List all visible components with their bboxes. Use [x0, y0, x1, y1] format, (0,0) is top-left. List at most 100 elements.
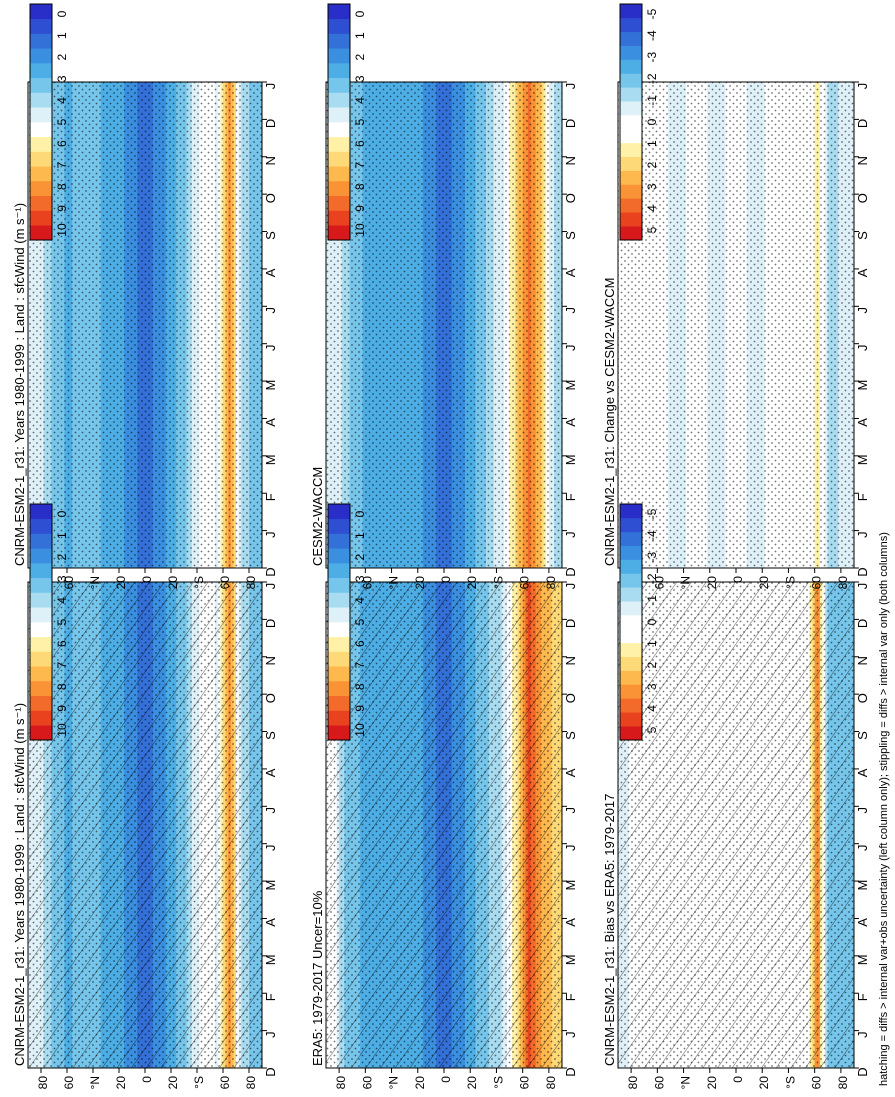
month-tick-label: N	[563, 156, 578, 165]
colorbar-swatch	[30, 181, 52, 197]
colorbar-tick-label: 2	[55, 54, 69, 61]
colorbar-swatch	[328, 681, 350, 697]
month-tick-label: S	[563, 731, 578, 740]
month-tick-label: D	[263, 567, 278, 576]
colorbar-tick-label: 4	[55, 97, 69, 104]
month-tick-label: M	[263, 880, 278, 891]
colorbar-swatch	[620, 545, 642, 560]
panel-title: ERA5: 1979-2017 Uncer=10%	[310, 890, 325, 1066]
month-tick-label: J	[263, 344, 278, 351]
colorbar-tick-label: 7	[353, 662, 367, 669]
month-tick-label: A	[263, 418, 278, 427]
colorbar-swatch	[30, 210, 52, 226]
colorbar-tick-label: 3	[55, 575, 69, 582]
colorbar-swatch	[30, 681, 52, 697]
colorbar-swatch	[328, 136, 350, 152]
latitude-tick-label: 80	[836, 576, 850, 590]
colorbar-swatch	[328, 607, 350, 623]
month-tick-label: M	[855, 954, 870, 965]
latitude-tick-label: °S	[192, 1076, 206, 1089]
latitude-tick-label: °S	[192, 576, 206, 589]
colorbar-tick-label: -4	[645, 30, 659, 41]
colorbar-swatch	[328, 122, 350, 138]
panel-top-right: DJFMAMJJASONDJ8060°N20020°S6080CNRM-ESM2…	[12, 81, 278, 590]
colorbar-tick-label: 1	[645, 640, 659, 647]
colorbar-swatch	[328, 518, 350, 534]
month-tick-label: A	[563, 768, 578, 777]
colorbar-tick-label: 8	[55, 183, 69, 190]
colorbar-tick-label: 2	[645, 662, 659, 669]
colorbar-tick-label: 5	[645, 726, 659, 733]
month-tick-label: F	[263, 493, 278, 501]
month-tick-label: M	[563, 880, 578, 891]
colorbar-tick-label: -5	[645, 8, 659, 19]
colorbar-tick-label: 2	[353, 54, 367, 61]
latitude-tick-label: 0	[731, 1076, 745, 1083]
panel-middle-left: D J F M A M J J A S O N D J 80 60 °N 20 0 20 °S 60 80 ERA5: 197…	[310, 581, 578, 1090]
latitude-tick-label: 60	[62, 1076, 76, 1090]
colorbar-swatch	[30, 548, 52, 564]
month-tick-label: F	[855, 493, 870, 501]
month-tick-label: O	[563, 193, 578, 203]
colorbar-swatch	[30, 710, 52, 726]
latitude-tick-label: 20	[465, 1076, 479, 1090]
latitude-tick-label: 60	[518, 576, 532, 590]
month-tick-label: O	[263, 193, 278, 203]
colorbar-swatch	[30, 63, 52, 79]
latitude-tick-label: 0	[439, 576, 453, 583]
colorbar-swatch	[620, 559, 642, 574]
colorbar-swatch	[620, 184, 642, 199]
colorbar-swatch	[30, 504, 52, 520]
latitude-tick-label: 60	[360, 576, 374, 590]
latitude-tick-label: °S	[491, 1076, 505, 1089]
colorbar-swatch	[30, 166, 52, 182]
latitude-tick-label: 80	[244, 576, 258, 590]
colorbar-swatch	[328, 533, 350, 549]
latitude-tick-label: °S	[783, 576, 797, 589]
month-tick-label: M	[855, 454, 870, 465]
latitude-tick-label: 60	[218, 1076, 232, 1090]
colorbar-tick-label: 6	[55, 140, 69, 147]
month-tick-label: S	[263, 231, 278, 240]
colorbar-swatch	[30, 77, 52, 93]
panel-bottom-right: DJFMAMJJASONDJ8060°N20020°S6080CNRM-ESM2…	[602, 81, 870, 590]
month-tick-label: M	[263, 454, 278, 465]
latitude-tick-label: 20	[705, 1076, 719, 1090]
colorbar-swatch	[30, 151, 52, 167]
latitude-tick-label: °N	[88, 576, 102, 589]
colorbar-swatch	[30, 622, 52, 638]
colorbar-tick-label: 5	[353, 618, 367, 625]
colorbar-swatch	[328, 725, 350, 741]
stippling-overlay	[618, 82, 854, 568]
colorbar-swatch	[620, 73, 642, 88]
month-tick-label: F	[855, 993, 870, 1001]
month-tick-label: S	[563, 231, 578, 240]
colorbar-tick-label: 8	[353, 683, 367, 690]
colorbar-swatch	[620, 156, 642, 171]
month-tick-label: D	[855, 1067, 870, 1076]
latitude-tick-label: 60	[652, 1076, 666, 1090]
colorbar-tick-label: -5	[645, 508, 659, 519]
latitude-tick-label: 60	[652, 576, 666, 590]
colorbar-tick-label: 4	[645, 705, 659, 712]
colorbar-tick-label: 7	[353, 162, 367, 169]
month-tick-label: O	[263, 693, 278, 703]
colorbar-swatch	[328, 77, 350, 93]
colorbar-tick-label: 1	[645, 140, 659, 147]
colorbar-swatch	[620, 504, 642, 519]
month-tick-label: J	[263, 307, 278, 314]
month-tick-label: J	[855, 1031, 870, 1038]
latitude-tick-label: °N	[88, 1076, 102, 1089]
colorbar-tick-label: 2	[55, 554, 69, 561]
latitude-tick-label: 80	[544, 576, 558, 590]
colorbar-tick-label: 0	[645, 618, 659, 625]
month-tick-label: M	[563, 954, 578, 965]
latitude-tick-label: 0	[439, 1076, 453, 1083]
colorbar-tick-label: -3	[645, 552, 659, 563]
month-tick-label: D	[855, 119, 870, 128]
panel-top-left: D J F M A M J J A S O N D J 80 60 °N 20 0 20 °S 60 80 CNRM-ESM2…	[12, 581, 278, 1090]
colorbar-swatch	[328, 651, 350, 667]
colorbar-swatch	[620, 226, 642, 241]
